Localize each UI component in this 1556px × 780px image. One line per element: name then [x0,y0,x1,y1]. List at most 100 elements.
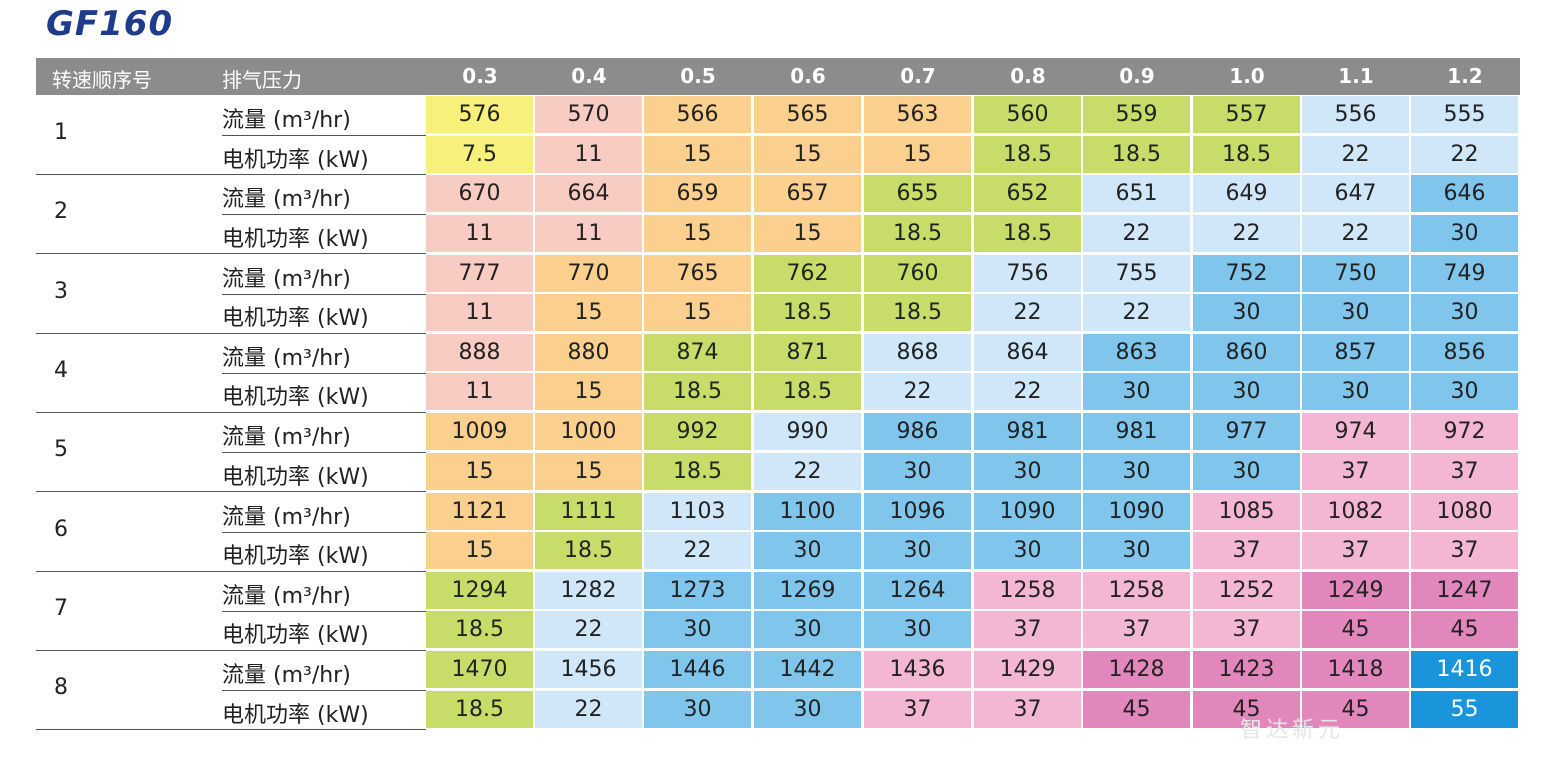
flow-cell: 565 [754,96,861,133]
flow-cell: 1096 [864,492,971,530]
flow-label: 流量 (m³/hr) [222,583,351,609]
power-cell: 15 [864,135,971,173]
power-row: 电机功率 (kW) 11 15 18.5 18.5 22 22 30 30 30 30 [36,373,1520,412]
power-cell: 30 [1193,452,1300,490]
flow-cell: 864 [974,333,1081,371]
flow-cell: 655 [864,175,971,213]
power-cell: 18.5 [426,690,533,728]
header-pressure-col: 0.4 [571,64,607,88]
flow-row: 流量 (m³/hr) 1470 1456 1446 1442 1436 1429 1428 14… [36,651,1520,692]
header-pressure: 排气压力 [222,68,302,92]
watermark: 智达新元 [1240,718,1345,743]
power-cell: 18.5 [535,532,642,570]
power-cell: 15 [754,135,861,173]
header-speed-order: 转速顺序号 [52,68,152,92]
power-cell: 37 [1193,611,1300,649]
power-cell: 11 [426,214,533,252]
table-row-group: 1 流量 (m³/hr) 576 570 566 565 563 560 559 557 556 55… [36,96,1520,175]
power-cell: 30 [1411,214,1518,252]
flow-cell: 1100 [754,492,861,530]
flow-label: 流量 (m³/hr) [222,108,351,133]
flow-cell: 770 [535,254,642,292]
speed-order-number: 5 [54,437,68,463]
power-cell: 22 [1083,214,1190,252]
power-cell: 22 [1411,135,1518,173]
power-cell: 45 [1193,690,1300,728]
flow-cell: 555 [1411,96,1518,133]
flow-cell: 1282 [535,571,642,609]
speed-order-number: 3 [54,278,68,304]
power-cell: 55 [1411,690,1518,728]
power-cell: 45 [1302,611,1409,649]
flow-row: 流量 (m³/hr) 670 664 659 657 655 652 651 649 647 646 [36,175,1520,216]
flow-cell: 762 [754,254,861,292]
power-cell: 30 [1302,294,1409,332]
power-cell: 30 [974,532,1081,570]
flow-cell: 1252 [1193,571,1300,609]
flow-cell: 1111 [535,492,642,530]
flow-cell: 557 [1193,96,1300,133]
power-cell: 11 [535,135,642,173]
power-cell: 18.5 [754,373,861,411]
flow-cell: 990 [754,413,861,451]
flow-cell: 1446 [644,651,751,689]
flow-cell: 651 [1083,175,1190,213]
power-cell: 15 [754,214,861,252]
flow-row: 流量 (m³/hr) 1009 1000 992 990 986 981 981 977 974 9… [36,413,1520,454]
flow-cell: 777 [426,254,533,292]
flow-cell: 1423 [1193,651,1300,689]
power-cell: 15 [535,373,642,411]
power-row: 电机功率 (kW) 18.5 22 30 30 37 37 45 45 45 55 [36,690,1520,730]
flow-cell: 563 [864,96,971,133]
row-divider [222,293,426,295]
power-cell: 18.5 [1193,135,1300,173]
speed-order-number: 1 [54,120,68,145]
flow-row: 流量 (m³/hr) 1294 1282 1273 1269 1264 1258 1258 12… [36,571,1520,612]
flow-row: 流量 (m³/hr) 777 770 765 762 760 756 755 752 750 749 [36,254,1520,295]
row-divider [222,135,426,136]
flow-cell: 1121 [426,492,533,530]
table-row-group: 3 流量 (m³/hr) 777 770 765 762 760 756 755 752 750 74… [36,254,1520,334]
flow-row: 流量 (m³/hr) 888 880 874 871 868 864 863 860 857 856 [36,333,1520,374]
power-cell: 30 [1083,532,1190,570]
flow-label: 流量 (m³/hr) [222,187,351,213]
flow-cell: 857 [1302,333,1409,371]
flow-cell: 566 [644,96,751,133]
table-row-group: 7 流量 (m³/hr) 1294 1282 1273 1269 1264 1258 1258 1… [36,571,1520,651]
power-row: 电机功率 (kW) 18.5 22 30 30 30 37 37 37 45 45 [36,611,1520,650]
flow-cell: 1470 [426,651,533,689]
power-label: 电机功率 (kW) [222,702,369,728]
table-row-group: 2 流量 (m³/hr) 670 664 659 657 655 652 651 649 647 64… [36,175,1520,255]
row-divider [222,372,426,374]
group-divider [36,649,426,651]
flow-cell: 755 [1083,254,1190,292]
row-divider [222,610,426,612]
flow-cell: 880 [535,333,642,371]
power-row: 电机功率 (kW) 11 11 15 15 18.5 18.5 22 22 22 30 [36,214,1520,254]
power-cell: 22 [1083,294,1190,332]
group-divider [36,491,426,493]
flow-cell: 860 [1193,333,1300,371]
power-cell: 30 [644,611,751,649]
table-row-group: 4 流量 (m³/hr) 888 880 874 871 868 864 863 860 857 85… [36,333,1520,413]
power-cell: 30 [1193,373,1300,411]
flow-cell: 1090 [974,492,1081,530]
flow-cell: 1418 [1302,651,1409,689]
power-cell: 37 [1302,532,1409,570]
group-divider [36,570,426,572]
flow-cell: 874 [644,333,751,371]
power-cell: 18.5 [426,611,533,649]
flow-cell: 986 [864,413,971,451]
flow-cell: 576 [426,96,533,133]
flow-cell: 1080 [1411,492,1518,530]
group-divider [36,174,426,175]
speed-order-number: 6 [54,516,68,542]
table-row-group: 6 流量 (m³/hr) 1121 1111 1103 1100 1096 1090 1090 1… [36,492,1520,572]
power-cell: 22 [1302,135,1409,173]
group-divider [36,332,426,334]
power-label: 电机功率 (kW) [222,464,369,490]
flow-cell: 1456 [535,651,642,689]
power-cell: 22 [535,611,642,649]
flow-cell: 992 [644,413,751,451]
table-header: 转速顺序号 排气压力 0.3 0.4 0.5 0.6 0.7 0.8 0.9 1.0 1.1 1.… [36,58,1520,95]
